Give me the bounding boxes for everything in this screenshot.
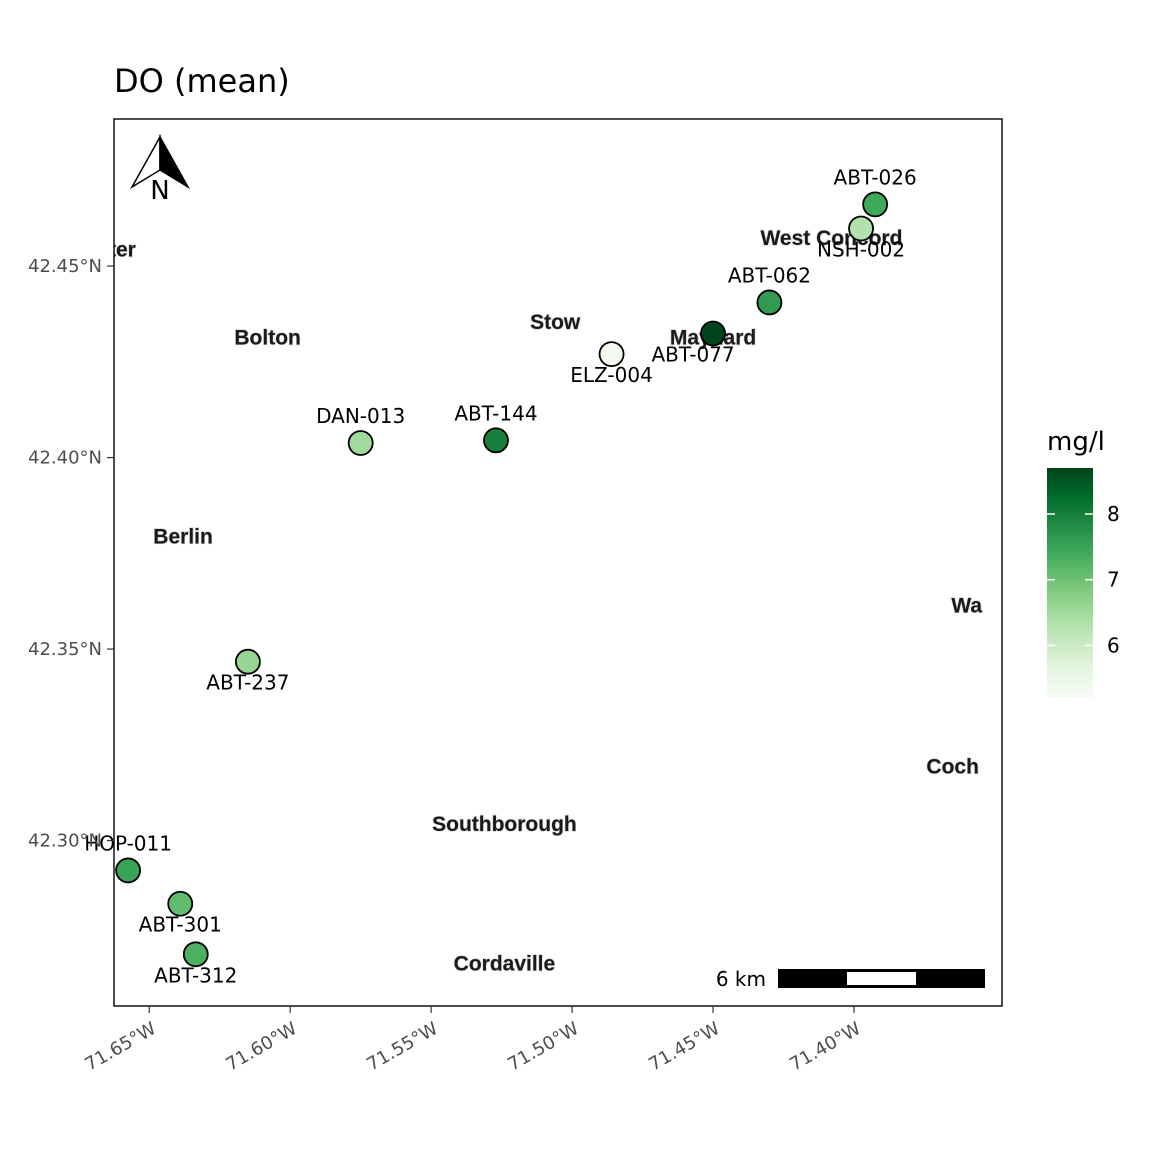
legend-tick-label: 6 (1107, 633, 1120, 657)
north-arrow-right-half (159, 134, 191, 190)
x-tick-label: 71.50°W (504, 1018, 583, 1075)
place-label: Berlin (153, 526, 213, 549)
legend-colorbar (1047, 468, 1093, 698)
site-label: NSH-002 (817, 238, 905, 262)
site-marker (700, 320, 726, 347)
north-arrow: N (129, 134, 191, 206)
site-label: ABT-237 (206, 671, 289, 695)
place-label: Wa (951, 594, 982, 617)
x-tick-label: 71.60°W (222, 1018, 301, 1075)
site-marker (115, 857, 141, 884)
y-tick-label: 42.35°N (28, 639, 102, 660)
basemap-labels: ncasterBoltonStowMaynardWest ConcordBerl… (61, 226, 983, 976)
axes: 71.65°W 71.60°W 71.55°W 71.50°W 71.45°W 71.40… (28, 256, 865, 1075)
site-marker (182, 941, 209, 968)
site-label: ABT-312 (154, 963, 237, 987)
x-tick-label: 71.65°W (81, 1018, 160, 1075)
place-label: Stow (530, 311, 581, 334)
site-marker (756, 289, 783, 316)
y-tick-label: 42.40°N (28, 448, 102, 469)
site-label: ABT-077 (651, 342, 734, 366)
place-label: Bolton (234, 326, 300, 349)
color-legend: mg/l 6 7 8 (1047, 427, 1120, 698)
site-label: ABT-301 (139, 913, 222, 937)
map-panel-border (113, 118, 1003, 1007)
site-marker (598, 341, 625, 368)
site-marker (862, 191, 889, 218)
site-label: ABT-026 (834, 165, 917, 189)
north-arrow-letter: N (150, 176, 169, 206)
site-label: ELZ-004 (570, 363, 653, 387)
site-marker (347, 430, 374, 456)
place-label: Southborough (432, 813, 577, 836)
site-marker (483, 427, 509, 454)
x-tick-label: 71.40°W (786, 1018, 865, 1075)
legend-title: mg/l (1047, 427, 1105, 457)
x-tick-label: 71.55°W (363, 1018, 442, 1075)
site-marker (235, 648, 261, 675)
chart-title: DO (mean) (114, 62, 290, 100)
legend-tick-label: 7 (1107, 568, 1120, 592)
scale-bar: 6 km (716, 967, 985, 991)
place-label: Cordaville (454, 953, 556, 976)
place-label: ncaster (61, 238, 136, 261)
site-label: HOP-011 (84, 831, 172, 855)
legend-tick-label: 8 (1107, 502, 1120, 526)
y-tick-label: 42.45°N (28, 256, 102, 277)
place-label: Coch (926, 755, 979, 778)
site-marker (848, 215, 874, 242)
site-label: ABT-062 (728, 263, 811, 287)
site-label: DAN-013 (316, 404, 405, 428)
y-tick-label: 42.30°N (28, 831, 102, 852)
scale-bar-white-segment (847, 972, 916, 985)
site-markers (115, 191, 889, 968)
x-tick-label: 71.45°W (645, 1018, 724, 1075)
site-marker (167, 890, 194, 917)
scale-bar-label: 6 km (716, 967, 766, 991)
site-label: ABT-144 (454, 401, 537, 425)
